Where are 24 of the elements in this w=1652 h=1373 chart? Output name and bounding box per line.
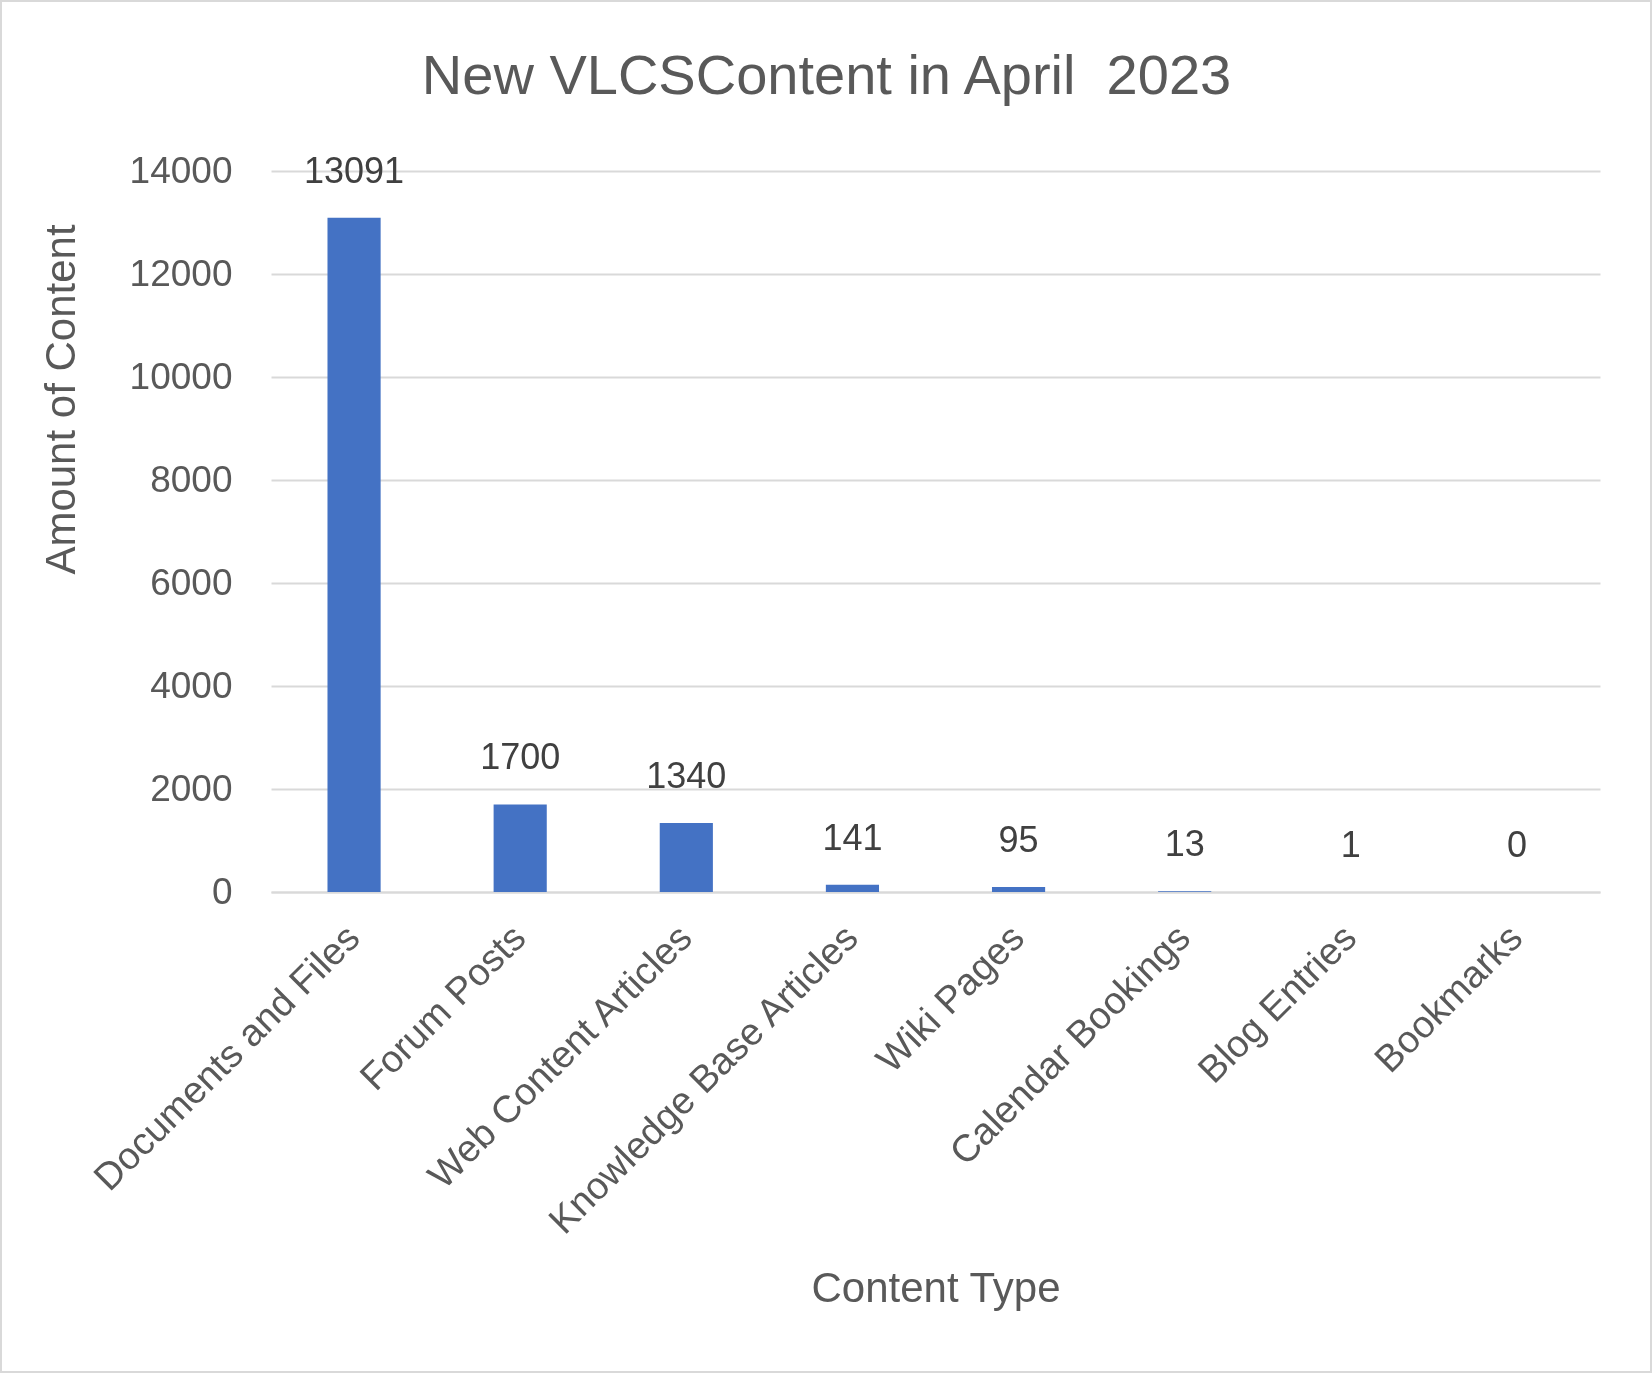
y-tick-label: 6000 <box>150 561 233 603</box>
y-tick-label: 2000 <box>150 767 233 809</box>
x-axis-title: Content Type <box>811 1263 1061 1311</box>
y-tick-label: 8000 <box>150 458 233 500</box>
data-label: 13 <box>1164 823 1205 865</box>
bar <box>825 884 880 892</box>
data-label: 0 <box>1506 824 1527 865</box>
bar <box>327 217 381 892</box>
y-tick-label: 14000 <box>129 149 233 191</box>
y-tick-label: 12000 <box>129 252 233 294</box>
data-label: 1 <box>1340 823 1361 865</box>
chart-title: New VLCSContent in April 2023 <box>421 43 1232 106</box>
data-label: 141 <box>822 816 883 858</box>
data-label: 1700 <box>480 736 561 778</box>
y-tick-label: 4000 <box>150 664 233 706</box>
y-axis-title: Amount of Content <box>36 224 84 575</box>
y-tick-label: 0 <box>211 870 233 912</box>
bar <box>659 822 713 892</box>
data-label: 1340 <box>646 754 727 796</box>
bar <box>991 887 1046 892</box>
bar <box>493 804 547 892</box>
data-label: 95 <box>998 819 1039 861</box>
y-tick-label: 10000 <box>129 355 233 397</box>
data-label: 13091 <box>304 149 405 191</box>
